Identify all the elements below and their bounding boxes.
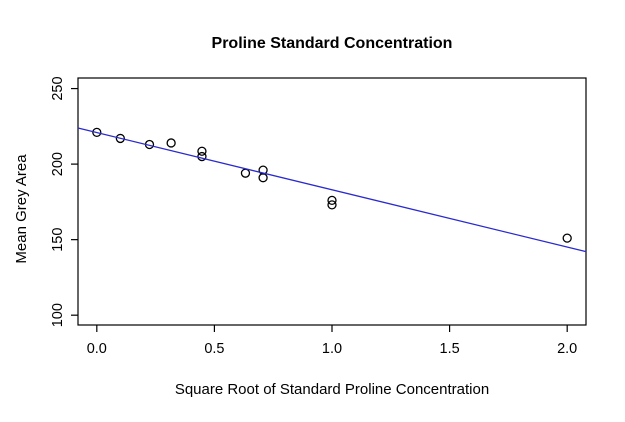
y-tick-label: 150 <box>50 228 66 252</box>
y-tick-label: 200 <box>50 152 66 176</box>
data-point <box>115 133 125 144</box>
x-tick-label: 1.5 <box>440 341 460 357</box>
x-axis-label: Square Root of Standard Proline Concentr… <box>175 381 489 398</box>
y-axis-label: Mean Grey Area <box>13 154 30 264</box>
x-tick-label: 2.0 <box>557 341 577 357</box>
data-point <box>197 146 207 156</box>
data-point <box>166 138 176 148</box>
x-tick-label: 0.5 <box>204 341 224 357</box>
y-tick-label: 250 <box>50 76 66 100</box>
data-point <box>240 168 251 178</box>
y-tick-label: 100 <box>50 303 66 327</box>
x-tick-label: 1.0 <box>322 341 342 357</box>
x-tick-label: 0.0 <box>87 341 107 357</box>
data-point <box>258 173 268 183</box>
regression-line <box>77 127 587 253</box>
data-point <box>562 233 572 243</box>
plot-title: Proline Standard Concentration <box>212 35 453 52</box>
data-point <box>327 200 337 210</box>
data-point <box>327 195 337 206</box>
data-point <box>92 127 102 138</box>
